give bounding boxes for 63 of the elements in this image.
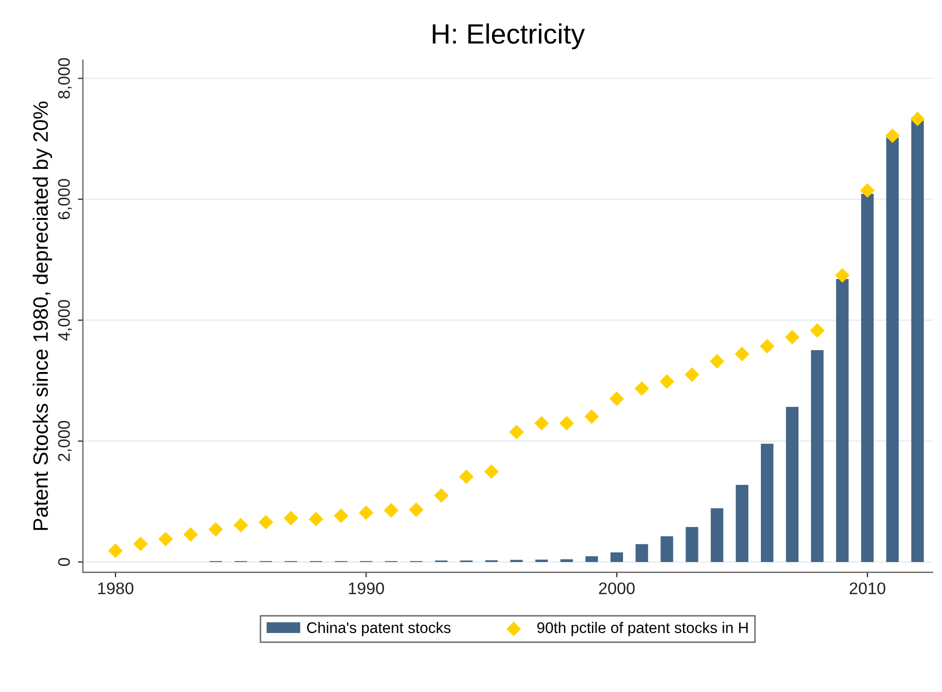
point xyxy=(358,505,374,520)
point xyxy=(208,522,224,537)
y-tick-label: 6,000 xyxy=(58,179,72,220)
point xyxy=(258,514,274,530)
point xyxy=(784,330,800,344)
point xyxy=(910,112,925,126)
point xyxy=(810,323,825,338)
legend-label: China's patent stocks xyxy=(307,622,450,636)
y-tick-label: 0 xyxy=(58,558,70,566)
bar xyxy=(760,444,774,562)
point xyxy=(860,183,875,198)
point xyxy=(835,268,850,283)
bar xyxy=(736,484,748,562)
bar xyxy=(710,508,724,562)
y-tick-label: 2,000 xyxy=(58,420,72,462)
point xyxy=(559,416,574,431)
point xyxy=(183,527,198,542)
bar xyxy=(535,560,548,562)
point xyxy=(459,469,474,484)
bar xyxy=(610,552,624,562)
point xyxy=(885,128,900,144)
point xyxy=(684,367,700,382)
x-tick-label: 1990 xyxy=(348,582,384,594)
bar xyxy=(585,556,598,562)
bar xyxy=(510,560,523,562)
point xyxy=(234,518,248,532)
point xyxy=(634,381,650,396)
x-tick-label: 2010 xyxy=(850,582,886,594)
y-tick-label: 4,000 xyxy=(58,300,72,341)
y-tick-label: 8,000 xyxy=(58,58,72,98)
bar xyxy=(786,406,798,562)
point xyxy=(108,543,123,558)
point xyxy=(609,391,624,406)
bar xyxy=(686,526,698,562)
legend-label: 90th pctile of patent stocks in H xyxy=(537,622,748,636)
point xyxy=(284,510,298,526)
bar xyxy=(886,138,899,562)
chart-title: H: Electricity xyxy=(432,23,585,50)
point xyxy=(710,354,724,369)
bar xyxy=(660,536,674,562)
point xyxy=(734,346,750,362)
bar xyxy=(911,120,924,562)
point xyxy=(434,488,449,503)
point xyxy=(133,536,148,552)
bar xyxy=(861,194,874,562)
bar xyxy=(836,279,849,562)
bar xyxy=(636,544,648,562)
x-tick-label: 2000 xyxy=(599,582,635,594)
point xyxy=(660,374,674,389)
point xyxy=(584,409,599,424)
bar xyxy=(811,350,824,562)
point xyxy=(158,532,173,546)
bar xyxy=(560,559,573,562)
point xyxy=(334,508,348,524)
point xyxy=(760,338,774,354)
point xyxy=(509,424,524,440)
point xyxy=(408,502,424,517)
point xyxy=(484,464,499,479)
x-tick-label: 1980 xyxy=(98,582,134,594)
point xyxy=(384,503,398,518)
point xyxy=(308,512,324,526)
point xyxy=(534,416,549,431)
y-axis-title: Patent Stocks since 1980, depreciated by 20% xyxy=(32,102,52,530)
